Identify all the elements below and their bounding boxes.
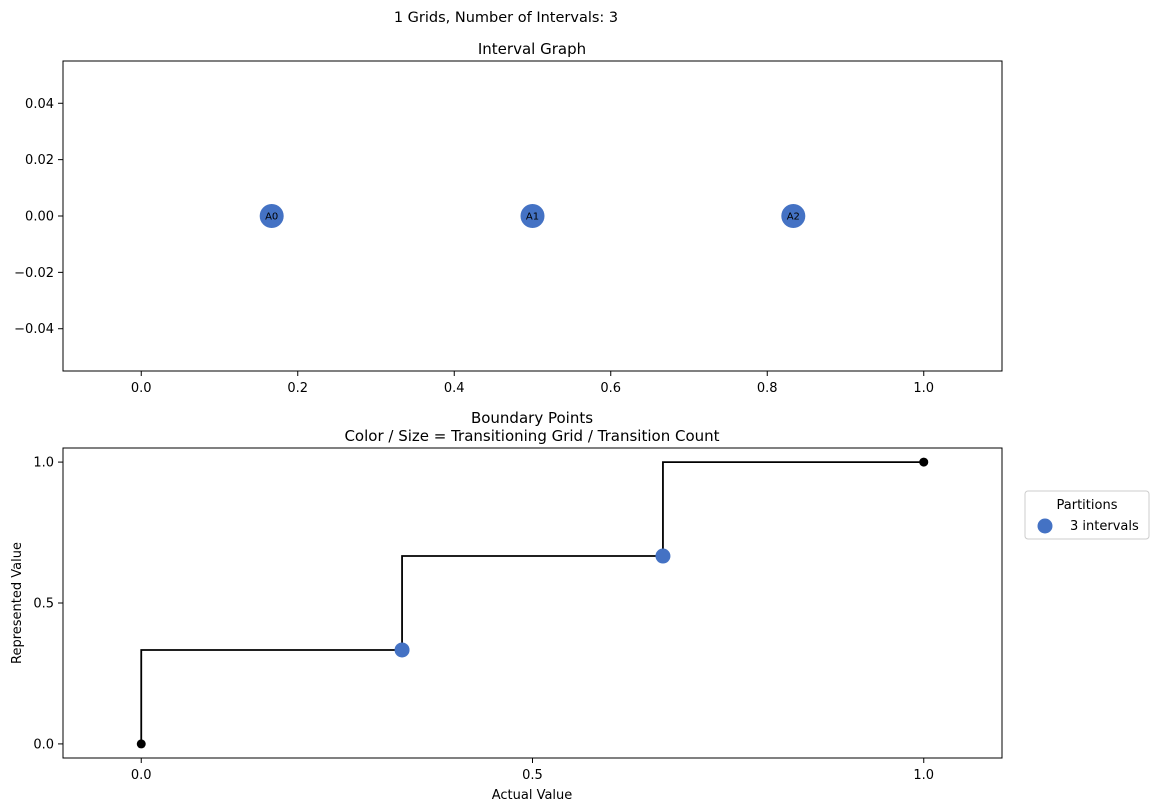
chart1-x-axis: 0.0 0.2 0.4 0.6 0.8 1.0 <box>131 371 934 396</box>
legend-entry-label: 3 intervals <box>1070 519 1139 534</box>
figure-suptitle: 1 Grids, Number of Intervals: 3 <box>394 10 618 26</box>
chart1-x-tick-label: 0.6 <box>600 381 621 396</box>
chart1-y-tick-label: −0.04 <box>14 322 54 337</box>
chart2-y-tick-label: 1.0 <box>33 456 54 471</box>
interval-node <box>259 204 284 228</box>
chart2-x-axis: 0.0 0.5 1.0 <box>131 758 934 783</box>
endpoint-marker <box>136 739 146 749</box>
chart2-y-tick-label: 0.5 <box>33 597 54 612</box>
chart1-y-tick-label: 0.04 <box>25 97 54 112</box>
chart2-subtitle: Color / Size = Transitioning Grid / Tran… <box>344 427 719 445</box>
chart2-points <box>136 457 929 749</box>
chart1-x-tick-label: 0.2 <box>287 381 308 396</box>
boundary-point <box>394 642 410 658</box>
chart1-nodes: A0 A1 A2 <box>259 204 806 228</box>
chart1-x-tick-label: 0.4 <box>444 381 465 396</box>
chart2-y-tick-label: 0.0 <box>33 737 54 752</box>
chart1-y-axis: 0.04 0.02 0.00 −0.02 −0.04 <box>14 97 63 337</box>
step-line <box>140 461 924 744</box>
chart2-x-tick-label: 0.5 <box>522 768 543 783</box>
chart1-y-tick-label: 0.00 <box>25 210 54 225</box>
chart1-y-tick-label: 0.02 <box>25 153 54 168</box>
interval-node-label: A2 <box>787 212 800 223</box>
legend: Partitions 3 intervals <box>1024 490 1150 540</box>
chart2-title: Boundary Points <box>471 409 593 427</box>
chart2-x-tick-label: 0.0 <box>131 768 152 783</box>
chart2-y-axis: 0.0 0.5 1.0 <box>33 456 63 752</box>
chart1-y-tick-label: −0.02 <box>14 266 54 281</box>
legend-box <box>1024 490 1150 540</box>
interval-node <box>781 204 806 228</box>
boundary-point <box>655 548 671 564</box>
chart2-plot-frame <box>62 447 1003 759</box>
interval-node <box>520 204 545 228</box>
interval-graph-chart: Interval Graph 0.0 0.2 0.4 0.6 0.8 1.0 0.040.… <box>14 40 1003 396</box>
endpoint-marker <box>919 457 929 467</box>
chart1-x-tick-label: 1.0 <box>913 381 934 396</box>
chart2-ylabel: Represented Value <box>10 542 25 664</box>
chart1-x-tick-label: 0.8 <box>757 381 778 396</box>
legend-title: Partitions <box>1057 498 1118 513</box>
boundary-points-chart: Boundary Points Color / Size = Transitio… <box>10 409 1150 803</box>
chart2-x-tick-label: 1.0 <box>913 768 934 783</box>
interval-node-label: A1 <box>526 212 539 223</box>
chart1-title: Interval Graph <box>478 40 586 58</box>
legend-marker <box>1037 518 1053 534</box>
chart1-x-tick-label: 0.0 <box>131 381 152 396</box>
chart2-xlabel: Actual Value <box>492 788 573 803</box>
interval-node-label: A0 <box>265 212 278 223</box>
